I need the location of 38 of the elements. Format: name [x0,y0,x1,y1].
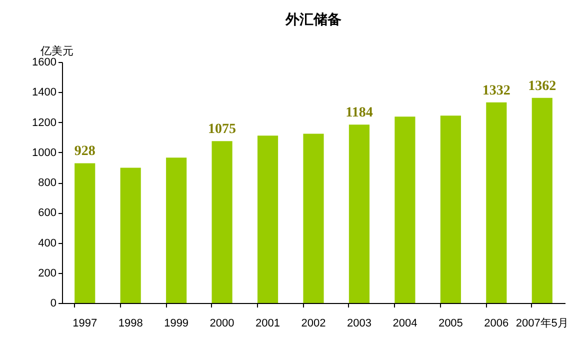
bar [440,116,461,303]
x-tick-label: 2005 [438,318,463,330]
y-axis-title: 亿美元 [40,44,74,58]
x-tick-label: 1998 [118,318,143,330]
bar [166,158,187,303]
bar [348,124,370,303]
data-label: 1362 [528,78,556,94]
x-tick-label: 2000 [210,318,234,330]
x-tick-label: 2006 [484,318,509,330]
x-tick-label: 1997 [72,318,98,330]
y-tick-label: 0 [50,298,56,310]
x-tick-label: 2001 [256,318,280,330]
y-tick-label: 800 [38,177,56,189]
y-tick-label: 1200 [32,116,56,129]
bar [394,116,416,303]
y-tick-label: 1000 [32,146,56,159]
x-tick-label: 2007年5月 [516,318,568,330]
y-tick-label: 1400 [32,86,56,99]
data-label: 1332 [482,83,510,98]
bar [212,141,232,303]
y-tick-label: 200 [38,267,56,280]
bar [257,136,278,303]
bar [74,163,96,303]
chart-title: 外汇储备 [284,11,342,27]
data-label: 928 [74,144,96,160]
y-tick-label: 400 [38,237,56,250]
data-label: 1184 [346,106,373,121]
y-tick-label: 1600 [32,56,56,68]
data-label: 1075 [208,122,236,138]
bar [532,98,552,303]
x-tick-label: 2003 [346,318,372,330]
x-tick-label: 2002 [301,318,326,330]
y-tick-label: 600 [38,207,56,220]
x-tick-label: 1999 [164,318,189,330]
x-tick-label: 2004 [392,318,418,330]
bar [120,168,141,303]
bar [486,102,507,303]
bar [303,134,324,303]
